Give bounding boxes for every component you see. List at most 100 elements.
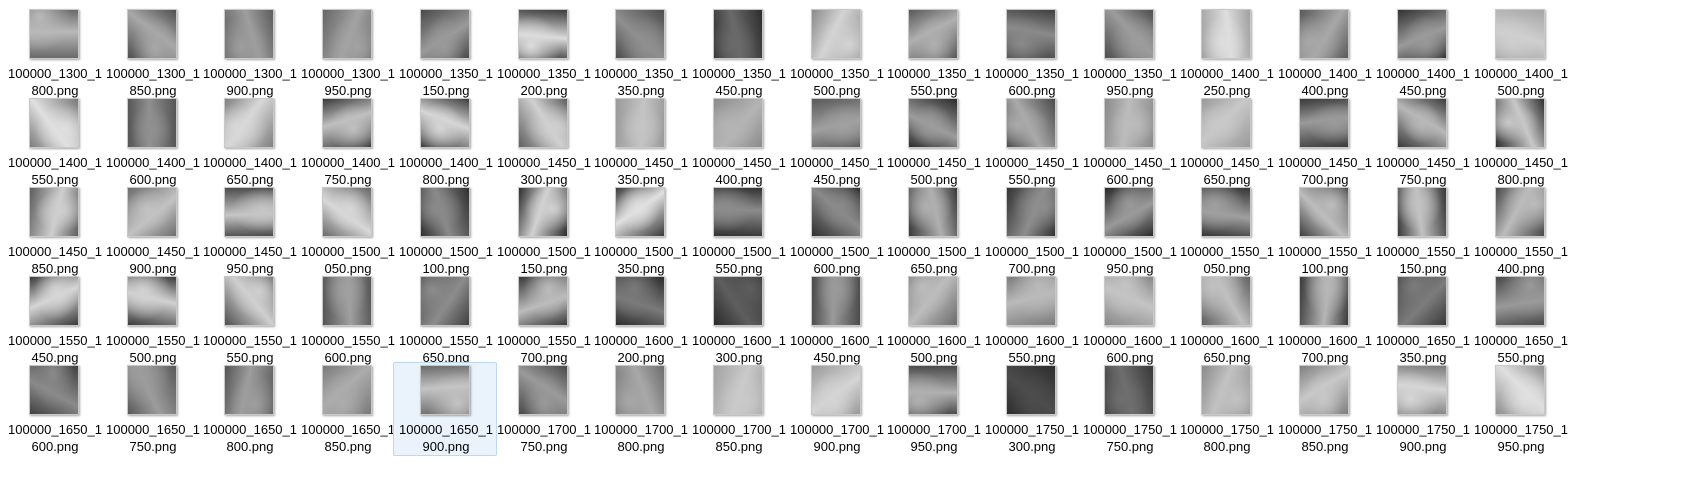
file-item[interactable]: 100000_1750_1 900.png: [1370, 362, 1474, 456]
image-thumbnail-icon: [322, 98, 372, 148]
file-item[interactable]: 100000_1500_1 700.png: [979, 184, 1083, 278]
file-item[interactable]: 100000_1750_1 300.png: [979, 362, 1083, 456]
file-item[interactable]: 100000_1450_1 950.png: [197, 184, 301, 278]
file-item[interactable]: 100000_1750_1 750.png: [1077, 362, 1181, 456]
file-name: 100000_1300_1 850.png: [101, 65, 205, 99]
file-item[interactable]: 100000_1450_1 850.png: [2, 184, 106, 278]
file-item[interactable]: 100000_1450_1 900.png: [100, 184, 204, 278]
file-item[interactable]: 100000_1400_1 500.png: [1468, 6, 1572, 100]
file-item[interactable]: 100000_1450_1 550.png: [979, 95, 1083, 189]
file-item[interactable]: 100000_1450_1 300.png: [491, 95, 595, 189]
file-item[interactable]: 100000_1350_1 950.png: [1077, 6, 1181, 100]
file-item[interactable]: 100000_1600_1 700.png: [1272, 273, 1376, 367]
file-item[interactable]: 100000_1500_1 100.png: [393, 184, 497, 278]
image-thumbnail-icon: [1104, 98, 1154, 148]
file-item[interactable]: 100000_1450_1 350.png: [588, 95, 692, 189]
file-item[interactable]: 100000_1450_1 600.png: [1077, 95, 1181, 189]
file-item[interactable]: 100000_1450_1 700.png: [1272, 95, 1376, 189]
file-item[interactable]: 100000_1500_1 950.png: [1077, 184, 1181, 278]
file-item[interactable]: 100000_1600_1 550.png: [979, 273, 1083, 367]
file-item[interactable]: 100000_1550_1 650.png: [393, 273, 497, 367]
file-item[interactable]: 100000_1500_1 050.png: [295, 184, 399, 278]
file-item[interactable]: 100000_1400_1 750.png: [295, 95, 399, 189]
file-item[interactable]: 100000_1400_1 800.png: [393, 95, 497, 189]
file-item[interactable]: 100000_1700_1 800.png: [588, 362, 692, 456]
file-row-above: [1600, 0, 1699, 3]
file-item[interactable]: 100000_1650_1 800.png: [197, 362, 301, 456]
file-item[interactable]: 100000_1600_1 300.png: [686, 273, 790, 367]
file-item[interactable]: 100000_1300_1 900.png: [197, 6, 301, 100]
file-item[interactable]: 100000_1700_1 900.png: [784, 362, 888, 456]
file-item[interactable]: 100000_1400_1 650.png: [197, 95, 301, 189]
file-item[interactable]: 100000_1650_1 350.png: [1370, 273, 1474, 367]
file-item[interactable]: 100000_1400_1 250.png: [1174, 6, 1278, 100]
file-item[interactable]: 100000_1650_1 600.png: [2, 362, 106, 456]
file-item[interactable]: 100000_1600_1 200.png: [588, 273, 692, 367]
file-item[interactable]: 100000_1650_1 750.png: [100, 362, 204, 456]
file-name-line-1: 100000_1600_1: [1083, 333, 1177, 348]
file-item[interactable]: 100000_1550_1 150.png: [1370, 184, 1474, 278]
file-item[interactable]: 100000_1450_1 750.png: [1370, 95, 1474, 189]
file-name-line-2: 750.png: [129, 439, 177, 454]
file-item[interactable]: 100000_1550_1 500.png: [100, 273, 204, 367]
file-item[interactable]: 100000_1750_1 850.png: [1272, 362, 1376, 456]
file-item[interactable]: 100000_1550_1 600.png: [295, 273, 399, 367]
file-name-line-2: 450.png: [813, 172, 861, 187]
file-item[interactable]: 100000_1600_1 450.png: [784, 273, 888, 367]
file-item[interactable]: 100000_1350_1 500.png: [784, 6, 888, 100]
file-name-line-1: 100000_1350_1: [887, 66, 981, 81]
image-thumbnail-icon: [1201, 9, 1251, 59]
file-name: 100000_1600_1 200.png: [589, 332, 693, 366]
file-item[interactable]: 100000_1450_1 650.png: [1174, 95, 1278, 189]
file-item[interactable]: 100000_1600_1 500.png: [881, 273, 985, 367]
file-item[interactable]: 100000_1350_1 600.png: [979, 6, 1083, 100]
file-item[interactable]: 100000_1350_1 450.png: [686, 6, 790, 100]
file-item[interactable]: 100000_1700_1 950.png: [881, 362, 985, 456]
file-item[interactable]: 100000_1500_1 150.png: [491, 184, 595, 278]
image-thumbnail-icon: [713, 276, 763, 326]
file-name-line-2: 950.png: [1106, 261, 1154, 276]
file-item[interactable]: 100000_1450_1 500.png: [881, 95, 985, 189]
file-item[interactable]: 100000_1650_1 850.png: [295, 362, 399, 456]
file-item[interactable]: 100000_1350_1 200.png: [491, 6, 595, 100]
file-item[interactable]: 100000_1450_1 400.png: [686, 95, 790, 189]
file-item[interactable]: 100000_1650_1 900.png: [393, 362, 497, 456]
file-name: 100000_1400_1 550.png: [3, 154, 107, 188]
file-item[interactable]: 100000_1550_1 450.png: [2, 273, 106, 367]
file-item[interactable]: 100000_1500_1 650.png: [881, 184, 985, 278]
file-item[interactable]: 100000_1700_1 750.png: [491, 362, 595, 456]
file-item[interactable]: 100000_1300_1 950.png: [295, 6, 399, 100]
file-name-line-1: 100000_1600_1: [790, 333, 884, 348]
image-thumbnail-icon: [908, 9, 958, 59]
file-item[interactable]: 100000_1450_1 800.png: [1468, 95, 1572, 189]
file-item[interactable]: 100000_1500_1 350.png: [588, 184, 692, 278]
file-item[interactable]: 100000_1400_1 400.png: [1272, 6, 1376, 100]
file-name-line-2: 600.png: [324, 350, 372, 365]
file-item[interactable]: 100000_1500_1 600.png: [784, 184, 888, 278]
file-item[interactable]: 100000_1300_1 800.png: [2, 6, 106, 100]
file-item[interactable]: 100000_1550_1 400.png: [1468, 184, 1572, 278]
file-item[interactable]: 100000_1400_1 450.png: [1370, 6, 1474, 100]
file-item[interactable]: 100000_1750_1 950.png: [1468, 362, 1572, 456]
file-name-line-2: 950.png: [324, 83, 372, 98]
file-item[interactable]: 100000_1450_1 450.png: [784, 95, 888, 189]
file-item[interactable]: 100000_1550_1 550.png: [197, 273, 301, 367]
file-item[interactable]: 100000_1350_1 550.png: [881, 6, 985, 100]
file-item[interactable]: 100000_1700_1 850.png: [686, 362, 790, 456]
file-item[interactable]: 100000_1600_1 600.png: [1077, 273, 1181, 367]
file-item[interactable]: 100000_1400_1 600.png: [100, 95, 204, 189]
file-item[interactable]: 100000_1400_1 550.png: [2, 95, 106, 189]
file-name: 100000_1650_1 850.png: [296, 421, 400, 455]
file-item[interactable]: 100000_1650_1 550.png: [1468, 273, 1572, 367]
file-item[interactable]: 100000_1550_1 050.png: [1174, 184, 1278, 278]
file-item[interactable]: 100000_1500_1 550.png: [686, 184, 790, 278]
file-item[interactable]: 100000_1600_1 650.png: [1174, 273, 1278, 367]
file-item[interactable]: 100000_1750_1 800.png: [1174, 362, 1278, 456]
file-item[interactable]: 100000_1550_1 100.png: [1272, 184, 1376, 278]
file-name: 100000_1350_1 600.png: [980, 65, 1084, 99]
file-item[interactable]: 100000_1300_1 850.png: [100, 6, 204, 100]
image-thumbnail-icon: [322, 187, 372, 237]
file-item[interactable]: 100000_1550_1 700.png: [491, 273, 595, 367]
file-item[interactable]: 100000_1350_1 150.png: [393, 6, 497, 100]
file-item[interactable]: 100000_1350_1 350.png: [588, 6, 692, 100]
